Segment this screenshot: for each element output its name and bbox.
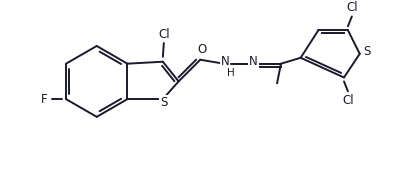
- Text: H: H: [227, 67, 235, 78]
- Text: N: N: [220, 55, 229, 68]
- Text: N: N: [249, 55, 258, 68]
- Text: Cl: Cl: [346, 1, 358, 14]
- Text: S: S: [160, 96, 168, 109]
- Text: O: O: [198, 43, 207, 56]
- Text: F: F: [41, 93, 48, 106]
- Text: Cl: Cl: [342, 94, 354, 107]
- Text: S: S: [363, 45, 370, 58]
- Text: Cl: Cl: [158, 28, 170, 41]
